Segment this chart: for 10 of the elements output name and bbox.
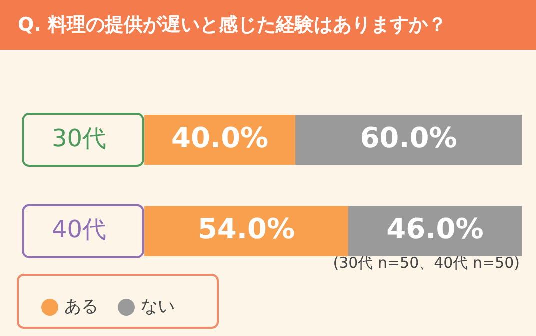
data-label: 54.0% [198,212,296,246]
legend-label: ある [64,296,98,317]
chart-title: Q. 料理の提供が遅いと感じた経験はありますか？ [0,0,536,50]
y-tick-label: 40代 [52,216,107,244]
y-tick-label: 30代 [52,124,107,152]
data-label: 40.0% [171,121,269,154]
annotation: (30代 n=50、40代 n=50) [333,254,520,273]
data-label: 60.0% [360,121,458,154]
data-label: 46.0% [386,212,484,246]
legend-label: ない [141,296,175,317]
